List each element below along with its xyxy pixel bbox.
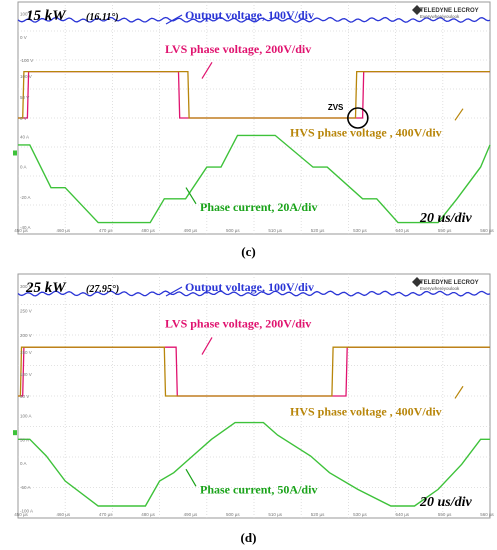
y-tick-label: -50 A [20,485,31,490]
power-label: 25 kW [25,280,67,296]
trace-lvs [18,346,490,397]
time-tick-label: 510 µs [268,228,282,233]
time-tick-label: 480 µs [141,228,155,233]
timebase-label: 20 us/div [419,211,473,226]
trace-current [18,421,490,507]
y-tick-label: 0 V [20,116,27,121]
trace-output [17,16,491,23]
time-tick-label: 560 µs [480,228,494,233]
time-tick-label: 550 µs [438,228,452,233]
annotation-lvs-voltage: LVS phase voltage, 200V/div [165,42,311,56]
power-label: 15 kW [26,8,67,24]
y-tick-label: 50 A [20,437,29,442]
annotation-hvs-voltage: HVS phase voltage , 400V/div [290,405,442,419]
time-tick-label: 470 µs [99,512,113,517]
time-tick-label: 550 µs [438,512,452,517]
oscilloscope-plot-c: 100 V 0 V -100 V 100 V 50 V 0 V 40 A 0 A -20 A -4… [13,1,495,235]
trace-output [17,290,491,297]
trace-current [18,134,491,224]
y-tick-label: 50 V [20,394,29,399]
trace-hvs [18,346,490,397]
time-tick-label: 450 µs [14,512,28,517]
y-tick-label: -100 A [20,509,33,514]
angle-label: (16.11°) [86,12,119,23]
ground-marker-current [13,430,17,436]
time-tick-label: 450 µs [14,228,28,233]
caption-c: (c) [241,244,256,259]
logo-brand: TELEDYNE LECROY [420,280,479,286]
time-tick-label: 520 µs [311,512,325,517]
lecroy-logo-icon [412,5,422,15]
time-tick-label: 500 µs [226,228,240,233]
annotation-lvs-voltage: LVS phase voltage, 200V/div [165,317,311,331]
y-tick-label: 100 V [20,12,32,17]
y-tick-label: 300 V [20,284,32,289]
y-tick-label: -20 A [20,195,31,200]
zvs-label: ZVS [328,103,344,112]
time-tick-label: 540 µs [395,228,409,233]
scope-panel-d: 300 V 250 V 200 V 150 V 100 V 50 V 100 A 50 A 0 … [0,272,497,550]
arrow-output [165,14,183,25]
scope-panel-c: 100 V 0 V -100 V 100 V 50 V 0 V 40 A 0 A -20 A -4… [0,0,497,262]
logo-tagline: Everywhereyoulook [420,14,460,19]
time-tick-label: 460 µs [57,512,71,517]
time-tick-label: 520 µs [311,228,325,233]
y-tick-label: 250 V [20,309,32,314]
trace-hvs [18,70,490,119]
y-tick-label: 40 A [20,135,29,140]
arrow-hvs [454,385,464,399]
time-tick-label: 560 µs [480,512,494,517]
annotation-hvs-voltage: HVS phase voltage , 400V/div [290,126,442,140]
y-tick-label: -40 A [20,225,31,230]
time-tick-label: 470 µs [99,228,113,233]
ground-marker-current [13,150,17,156]
arrow-current [185,187,197,205]
timebase-label: 20 us/div [419,495,473,510]
arrow-lvs [201,337,213,355]
y-tick-label: 100 A [20,414,32,419]
time-tick-label: 530 µs [353,228,367,233]
logo-tagline: Everywhereyoulook [420,286,460,291]
y-tick-label: 0 V [20,35,27,40]
time-tick-label: 490 µs [184,228,198,233]
y-tick-label: 100 V [20,74,32,79]
arrow-output [165,286,183,297]
annotation-phase-current: Phase current, 20A/div [200,200,317,214]
time-tick-label: 510 µs [268,512,282,517]
time-tick-label: 500 µs [226,512,240,517]
annotation-phase-current: Phase current, 50A/div [200,483,317,497]
zvs-circle [347,107,369,129]
time-tick-label: 540 µs [395,512,409,517]
trace-lvs [18,70,490,119]
arrow-lvs [201,62,213,79]
logo-brand: TELEDYNE LECROY [420,8,479,14]
y-tick-label: 0 A [20,165,27,170]
time-tick-label: 530 µs [353,512,367,517]
y-tick-label: 0 A [20,461,27,466]
time-tick-label: 490 µs [184,512,198,517]
time-tick-label: 480 µs [141,512,155,517]
lecroy-logo-icon [412,277,422,287]
y-tick-label: -100 V [20,58,33,63]
y-tick-label: 50 V [20,95,29,100]
caption-d: (d) [240,530,257,545]
oscilloscope-plot-d: 300 V 250 V 200 V 150 V 100 V 50 V 100 A 50 A 0 … [13,273,495,519]
arrow-hvs [454,108,464,121]
annotation-output-voltage: Output voltage, 100V/div [185,8,314,22]
arrow-current [185,468,197,487]
annotation-output-voltage: Output voltage, 100V/div [185,280,314,294]
angle-label: (27.95°) [86,284,119,295]
time-tick-label: 460 µs [57,228,71,233]
y-tick-label: 100 V [20,372,32,377]
y-tick-label: 150 V [20,350,32,355]
y-tick-label: 200 V [20,333,32,338]
